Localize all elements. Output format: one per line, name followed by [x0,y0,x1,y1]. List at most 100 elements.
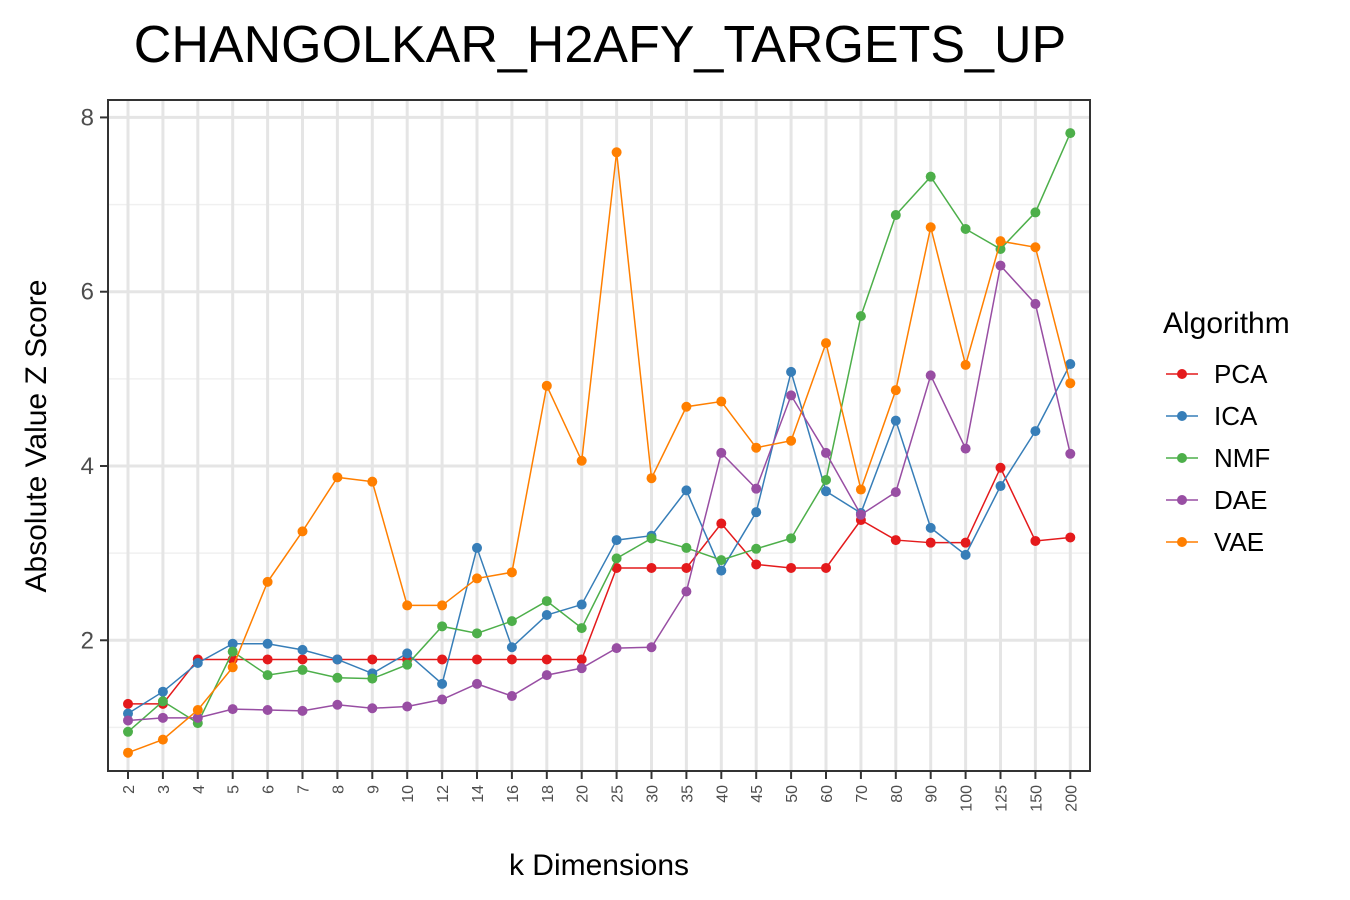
x-tick-label: 18 [540,785,557,803]
data-point-dae [1030,298,1041,309]
data-point-vae [472,573,482,584]
data-point-ica [157,686,168,697]
x-tick-label: 40 [714,785,731,803]
data-point-vae [855,484,866,495]
data-point-nmf [716,555,727,566]
panel-border [107,99,1091,772]
data-point-pca [960,537,971,548]
data-point-dae [821,447,831,458]
x-tick-label: 16 [505,785,522,803]
data-point-ica [437,678,448,689]
series-dae [123,260,1076,726]
x-tick-label: 70 [854,785,871,803]
data-point-ica [262,638,273,649]
data-point-nmf [262,670,273,681]
series-line-vae [127,152,1072,754]
series-line-dae [127,263,1072,722]
legend-label: DAE [1214,485,1267,515]
data-point-pca [1065,532,1076,543]
x-tick-label: 2 [121,785,138,794]
data-point-nmf [611,553,622,564]
data-point-nmf [681,542,692,553]
data-point-pca [716,518,727,529]
legend-label: NMF [1214,443,1270,473]
data-point-vae [960,359,971,370]
data-point-dae [506,691,517,702]
data-point-pca [751,559,762,570]
data-point-dae [611,643,622,654]
x-axis: 2 3 4 5 6 7 8 9 10 12 14 16 18 20 25 30 35 40 45 50 60 70 80 90… [121,771,1080,812]
x-tick-label: 100 [959,785,976,812]
data-point-vae [611,147,622,158]
data-point-vae [716,396,727,407]
data-point-dae [786,390,797,401]
legend-item-pca: PCA [1166,359,1268,389]
data-point-dae [262,705,273,715]
x-tick-label: 60 [819,785,836,803]
data-point-nmf [157,696,168,707]
x-tick-label: 45 [749,785,766,803]
y-axis: 2 4 6 8 [81,104,108,654]
data-point-vae [541,380,552,391]
x-tick-label: 200 [1063,785,1080,812]
legend-label: PCA [1214,359,1268,389]
data-point-ica [576,599,587,610]
x-tick-label: 20 [575,785,592,803]
data-point-pca [925,537,936,548]
data-point-dae [541,670,552,681]
data-point-nmf [402,659,413,670]
data-point-pca [890,535,901,546]
data-point-vae [681,401,692,412]
x-tick-label: 4 [191,785,208,794]
data-point-dae [123,715,133,726]
legend-key-point [1177,495,1187,505]
data-point-vae [262,576,273,587]
data-point-dae [890,487,901,498]
data-point-pca [786,562,797,573]
data-point-nmf [1030,207,1041,218]
data-point-pca [681,562,692,573]
data-point-ica [123,708,133,719]
x-axis-label: k Dimensions [509,849,689,882]
y-tick-label: 8 [81,104,94,131]
data-point-dae [227,704,238,715]
x-tick-label: 35 [679,785,696,803]
data-point-ica [611,535,622,546]
data-point-pca [541,654,552,665]
data-point-dae [681,586,692,597]
data-point-nmf [367,673,378,684]
data-point-vae [192,705,203,715]
x-tick-label: 12 [435,785,452,803]
data-point-pca [297,654,308,665]
data-point-vae [402,600,413,611]
series-ica [123,359,1076,719]
x-tick-label: 9 [365,785,382,794]
data-point-dae [402,701,413,712]
x-tick-label: 10 [400,785,417,803]
data-point-vae [925,222,936,233]
legend-item-nmf: NMF [1166,443,1270,473]
data-point-pca [437,654,448,665]
x-tick-label: 14 [470,785,487,803]
data-point-vae [786,435,797,446]
legend-key-point [1177,453,1187,463]
legend: Algorithm PCA ICA NMF DAE VAE [1163,307,1290,557]
data-point-dae [297,705,308,716]
data-point-dae [157,712,168,723]
data-point-dae [855,509,866,520]
data-point-pca [821,562,831,573]
x-tick-label: 80 [889,785,906,803]
data-point-ica [960,549,971,560]
legend-item-vae: VAE [1166,527,1264,557]
y-tick-label: 2 [81,627,94,654]
y-axis-label: Absolute Value Z Score [20,280,53,593]
data-point-dae [367,703,378,714]
data-point-vae [890,385,901,396]
legend-label: VAE [1214,527,1264,557]
data-point-ica [402,648,413,659]
data-point-dae [716,447,727,458]
data-point-nmf [227,646,238,657]
data-point-nmf [925,171,936,182]
data-point-vae [646,473,657,484]
